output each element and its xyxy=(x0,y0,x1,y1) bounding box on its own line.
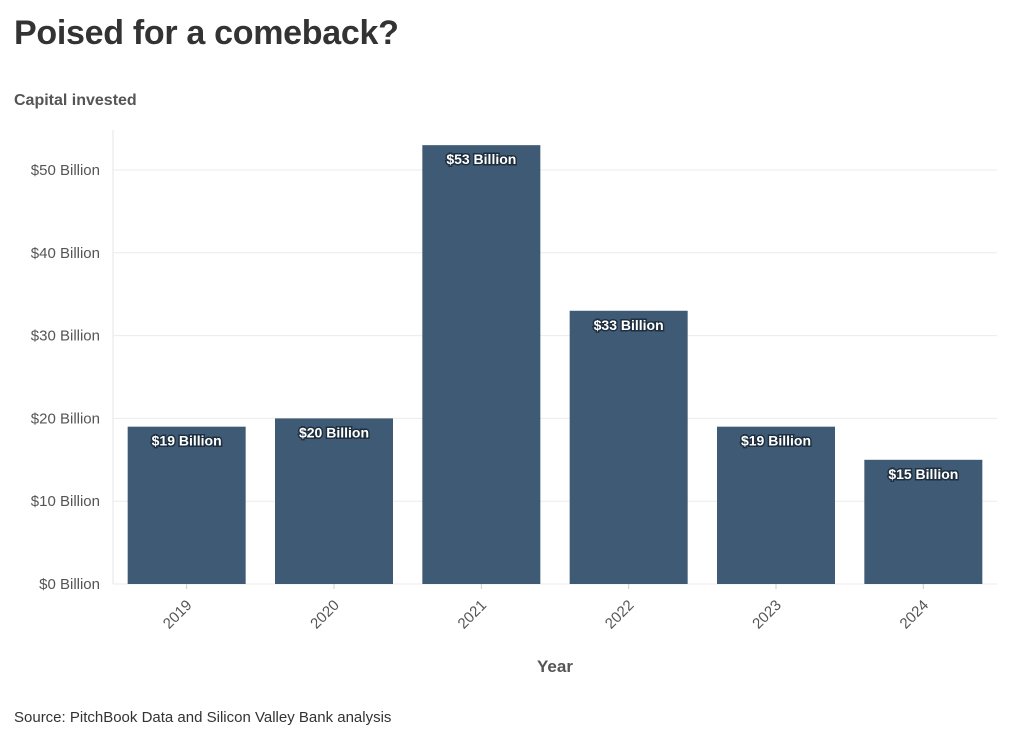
x-tick-label: 2020 xyxy=(307,597,343,633)
data-label: $20 Billion xyxy=(299,424,369,440)
bar-2021 xyxy=(422,145,541,584)
chart-subtitle: Capital invested xyxy=(14,92,137,109)
bar-2023 xyxy=(717,426,835,584)
y-tick-label: $30 Billion xyxy=(31,328,100,345)
x-tick-label: 2024 xyxy=(897,597,933,633)
data-label: $53 Billion xyxy=(446,151,516,167)
y-tick-label: $50 Billion xyxy=(31,162,100,179)
data-label: $15 Billion xyxy=(888,466,958,482)
chart-title: Poised for a comeback? xyxy=(14,14,399,52)
y-tick-label: $40 Billion xyxy=(31,245,100,262)
y-tick-label: $10 Billion xyxy=(31,493,100,510)
x-tick-label: 2023 xyxy=(749,597,785,633)
bar-2022 xyxy=(569,310,688,584)
x-tick-label: 2022 xyxy=(602,597,638,633)
bar-2020 xyxy=(275,418,393,584)
data-label: $19 Billion xyxy=(741,433,811,449)
x-tick-label: 2021 xyxy=(455,597,491,633)
x-axis-title: Year xyxy=(537,657,573,676)
bar-2019 xyxy=(127,426,246,584)
source-note: Source: PitchBook Data and Silicon Valle… xyxy=(14,709,392,726)
y-tick-label: $20 Billion xyxy=(31,410,100,427)
x-tick-label: 2019 xyxy=(160,597,196,633)
data-label: $19 Billion xyxy=(152,433,222,449)
y-tick-label: $0 Billion xyxy=(39,576,100,593)
bar-2024 xyxy=(864,459,983,584)
data-label: $33 Billion xyxy=(594,317,664,333)
